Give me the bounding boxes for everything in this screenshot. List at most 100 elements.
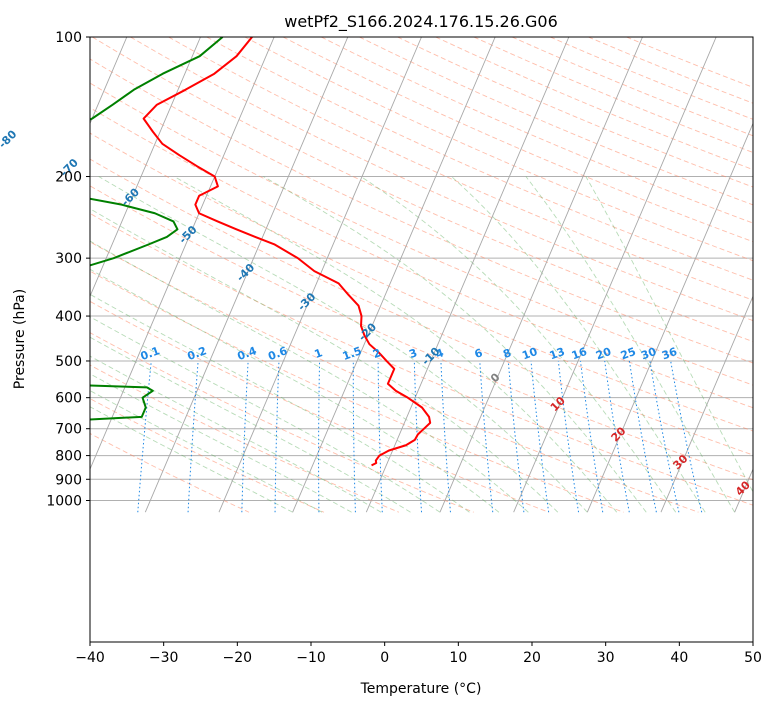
mixing-ratio-line	[318, 360, 321, 513]
x-tick-label: −30	[149, 650, 179, 666]
mixing-ratio-line	[274, 360, 280, 513]
moist-adiabat-line	[263, 176, 647, 513]
dry-adiabat-line	[90, 107, 753, 409]
moist-adiabat-line	[451, 176, 706, 513]
mixing-ratio-label: 30	[639, 345, 658, 363]
mixing-ratio-label: 0.2	[186, 344, 209, 363]
moist-adiabat-line	[90, 390, 323, 513]
mixing-ratio-line	[241, 360, 249, 513]
y-tick-label: 600	[55, 391, 82, 407]
moist-adiabat-line	[90, 293, 470, 513]
plot-area	[90, 37, 753, 642]
dry-adiabat-line	[90, 398, 325, 513]
isotherm-line	[90, 37, 201, 298]
x-tick-label: 0	[380, 650, 389, 666]
y-tick-label: 200	[55, 170, 82, 186]
mixing-ratio-label: 25	[619, 345, 638, 362]
chart-title: wetPf2_S166.2024.176.15.26.G06	[284, 12, 558, 32]
isotherm-line	[586, 122, 753, 513]
isotherm-line	[660, 295, 753, 513]
mixing-ratio-label: 16	[570, 345, 589, 363]
dry-adiabat-line	[90, 158, 753, 456]
mixing-ratio-label: 2	[371, 346, 383, 361]
x-tick-label: 10	[449, 650, 467, 666]
mixing-ratio-label: 0.6	[266, 344, 289, 363]
dry-adiabat-line	[130, 37, 753, 322]
dry-adiabat-line	[90, 364, 400, 513]
dry-adiabat-line	[90, 332, 474, 513]
mixing-ratio-label: 10	[520, 345, 539, 363]
moist-adiabat-line	[525, 176, 736, 513]
moist-adiabat-line	[360, 176, 677, 513]
moist-adiabat-line	[90, 316, 441, 513]
moist-adiabat-line	[90, 268, 500, 513]
y-tick-label: 400	[55, 309, 82, 325]
mixing-ratio-line	[440, 360, 451, 513]
mixing-ratio-labels: 0.1 0.2 0.4 0.6 1 1.5 2 3 4 6 8 10 13 16 20 25 30 36	[139, 344, 680, 363]
y-axis-label: Pressure (hPa)	[12, 289, 28, 389]
moist-adiabat-line	[585, 176, 753, 493]
isotherm-line	[439, 37, 643, 513]
mixing-ratio-line	[137, 360, 152, 513]
mixing-ratio-line	[187, 360, 199, 513]
moist-adiabat-line	[90, 240, 529, 513]
x-axis-label: Temperature (°C)	[360, 681, 482, 697]
mixing-ratio-label: 1	[313, 346, 325, 361]
isotherm-line	[90, 37, 128, 125]
mixing-ratio-label: 0.4	[236, 344, 259, 363]
x-tick-label: 40	[670, 650, 688, 666]
isotherm-line	[365, 37, 570, 513]
pressure-grid	[90, 36, 753, 501]
moist-adiabat-line	[90, 208, 559, 513]
dry-adiabats	[90, 37, 753, 513]
x-tick-label: −20	[223, 650, 253, 666]
x-tick-label: −10	[296, 650, 326, 666]
x-tick-label: 50	[744, 650, 762, 666]
mixing-ratio-label: 8	[501, 346, 513, 361]
moist-adiabats	[90, 176, 753, 513]
dry-adiabat-line	[90, 82, 753, 386]
mixing-ratio-lines	[137, 360, 703, 513]
mixing-ratio-label: 3	[407, 346, 419, 361]
moist-adiabat-line	[90, 406, 293, 513]
dry-adiabat-line	[244, 37, 753, 262]
mixing-ratio-line	[377, 360, 383, 513]
moist-adiabat-line	[90, 355, 382, 513]
mixing-ratio-label: 36	[660, 345, 679, 363]
profile-traces	[90, 37, 432, 467]
x-axis-ticks: −40 −30 −20 −10 0 10 20 30 40 50	[75, 642, 762, 666]
isotherm-line	[90, 37, 275, 471]
mixing-ratio-label: 6	[473, 346, 485, 361]
mixing-ratio-line	[413, 360, 423, 513]
y-tick-label: 100	[55, 30, 82, 46]
dry-adiabat-line	[90, 241, 699, 513]
dry-adiabat-line	[90, 300, 549, 513]
mixing-ratio-label: 20	[594, 345, 613, 363]
mixing-ratio-label: 4	[434, 346, 446, 361]
dry-adiabat-line	[90, 58, 753, 364]
plot-frame	[89, 36, 754, 643]
dry-adiabat-line	[90, 270, 624, 513]
dry-adiabat-line	[90, 185, 753, 481]
y-tick-label: 1000	[46, 494, 82, 510]
dry-adiabat-line	[90, 212, 753, 506]
moist-adiabat-line	[98, 176, 588, 513]
y-tick-label: 300	[55, 251, 82, 267]
y-axis-ticks: 100 200 300 400 500 600 700 800 900 1000	[46, 30, 90, 510]
background-lines	[90, 37, 753, 513]
mixing-ratio-label: 13	[548, 345, 567, 362]
isotherm-line	[144, 37, 349, 513]
x-tick-label: −40	[75, 650, 105, 666]
isotherm-line	[292, 37, 496, 513]
mixing-ratio-line	[352, 360, 356, 513]
moist-adiabat-line	[90, 373, 352, 513]
x-tick-label: 20	[523, 650, 541, 666]
dry-adiabat-line	[168, 37, 753, 301]
x-tick-label: 30	[597, 650, 615, 666]
mixing-ratio-line	[479, 360, 494, 513]
y-tick-label: 800	[55, 449, 82, 465]
temperature-trace	[142, 37, 432, 467]
isotherm-line	[513, 37, 717, 513]
y-tick-label: 500	[55, 354, 82, 370]
